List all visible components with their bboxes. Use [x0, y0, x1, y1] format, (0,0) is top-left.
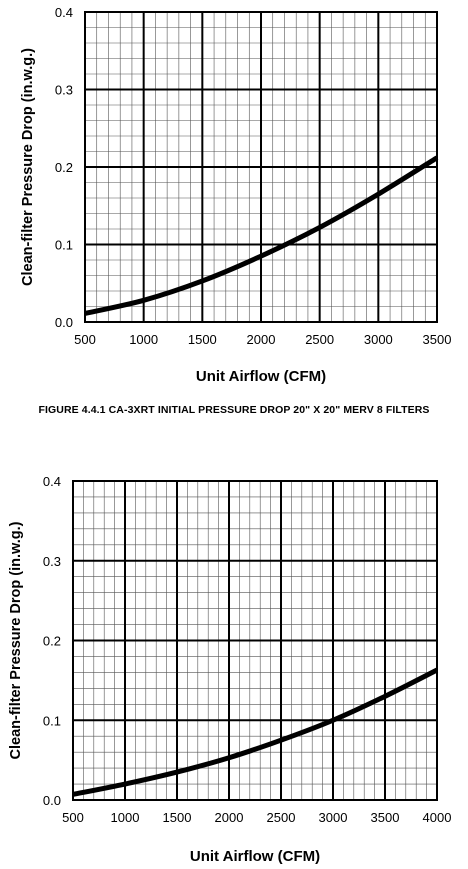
series-line	[84, 155, 439, 316]
x-tick-label: 1000	[129, 332, 158, 347]
grid-lines	[84, 11, 438, 323]
x-tick-label: 1500	[188, 332, 217, 347]
x-tick-label: 3000	[319, 810, 348, 825]
y-tick-label: 0.1	[43, 713, 61, 728]
y-tick-label: 0.4	[55, 5, 73, 20]
x-tick-label: 4000	[423, 810, 452, 825]
x-tick-label: 2000	[215, 810, 244, 825]
x-tick-label: 500	[62, 810, 84, 825]
x-tick-label: 2500	[305, 332, 334, 347]
y-tick-label: 0.0	[43, 793, 61, 808]
y-tick-label: 0.3	[43, 554, 61, 569]
chart-1: 500 1000 1500 2000 2500 3000 3500 0.0 0.1 0.2 0.3 0…	[20, 5, 451, 385]
x-tick-label: 2500	[267, 810, 296, 825]
y-tick-label: 0.2	[55, 160, 73, 175]
y-tick-label: 0.1	[55, 238, 73, 253]
x-tick-label: 1000	[111, 810, 140, 825]
y-axis-label: Clean-filter Pressure Drop (in.w.g.)	[20, 48, 36, 286]
y-tick-label: 0.3	[55, 83, 73, 98]
x-tick-label: 1500	[163, 810, 192, 825]
plot-frame	[72, 480, 438, 801]
y-axis-label: Clean-filter Pressure Drop (in.w.g.)	[8, 521, 24, 759]
figure-caption: FIGURE 4.4.1 CA-3XRT INITIAL PRESSURE DR…	[38, 404, 430, 416]
x-axis-label: Unit Airflow (CFM)	[190, 848, 320, 865]
chart-2: 500 1000 1500 2000 2500 3000 3500 4000 0.0 0.1 0.2…	[8, 474, 451, 865]
x-tick-label: 2000	[247, 332, 276, 347]
y-tick-label: 0.2	[43, 634, 61, 649]
series-line	[72, 667, 439, 797]
x-tick-label: 3000	[364, 332, 393, 347]
y-tick-label: 0.4	[43, 474, 61, 489]
x-tick-label: 3500	[423, 332, 452, 347]
grid-lines	[72, 480, 438, 801]
x-tick-label: 500	[74, 332, 96, 347]
x-tick-label: 3500	[371, 810, 400, 825]
y-tick-label: 0.0	[55, 315, 73, 330]
x-axis-label: Unit Airflow (CFM)	[196, 368, 326, 385]
plot-frame	[84, 11, 438, 323]
